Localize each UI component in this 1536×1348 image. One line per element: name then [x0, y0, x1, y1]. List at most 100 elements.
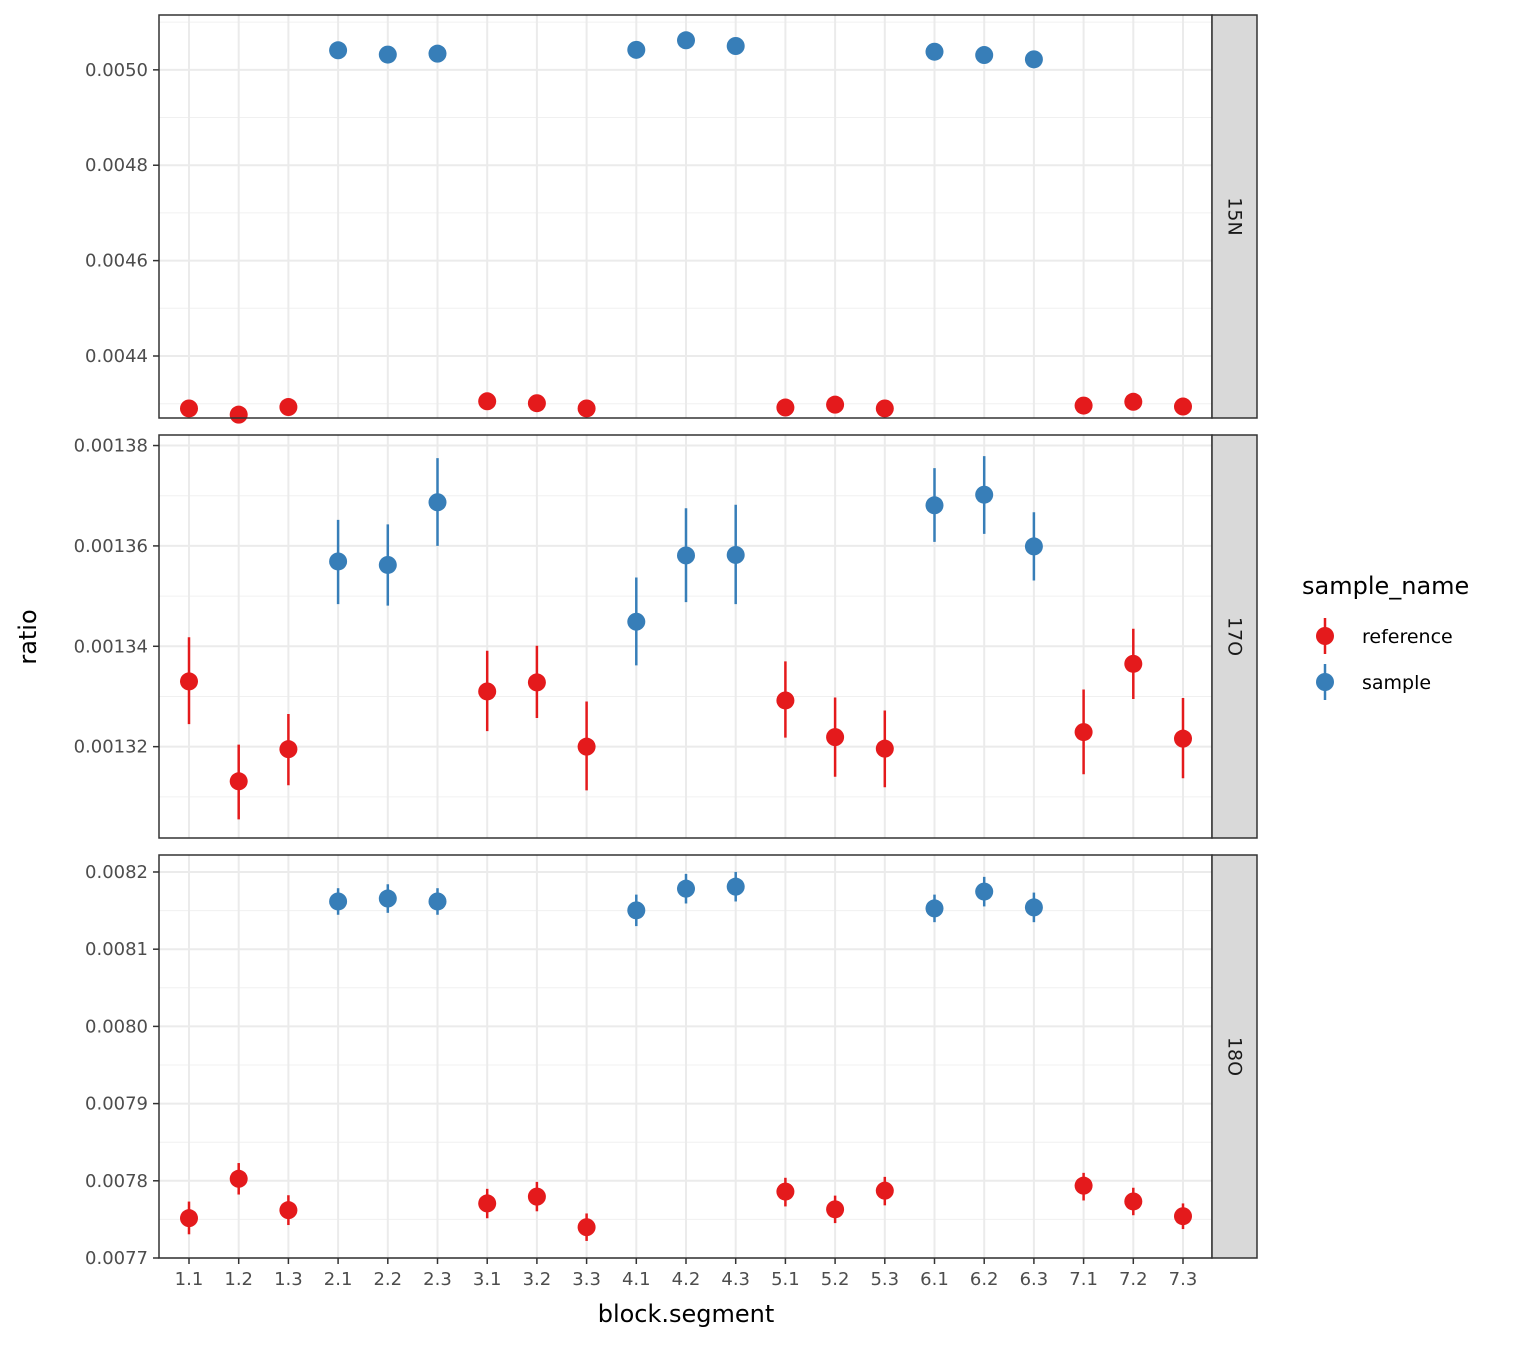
data-point	[776, 691, 795, 710]
x-tick-label: 4.1	[622, 1269, 651, 1290]
x-tick-label: 6.3	[1020, 1269, 1049, 1290]
data-point	[527, 1187, 546, 1206]
x-tick-label: 3.1	[473, 1269, 502, 1290]
data-point	[975, 46, 994, 65]
data-point	[1024, 537, 1043, 556]
data-point	[279, 740, 298, 759]
facet-panel-15N: 0.0044 0.0046 0.0048 0.0050 15N	[85, 14, 1258, 424]
legend-key-point	[1316, 627, 1334, 645]
data-point	[279, 398, 298, 417]
data-point	[627, 612, 646, 631]
data-point	[1124, 654, 1143, 673]
data-point	[925, 496, 944, 515]
x-tick-label: 4.2	[672, 1269, 701, 1290]
data-point	[329, 41, 348, 60]
x-tick-label: 4.3	[721, 1269, 750, 1290]
data-point	[1074, 723, 1093, 742]
data-point	[925, 899, 944, 918]
data-point	[776, 1182, 795, 1201]
data-point	[776, 398, 795, 417]
data-point	[875, 1181, 894, 1200]
data-point	[1174, 1207, 1192, 1226]
legend-title: sample_name	[1302, 572, 1469, 600]
data-point	[229, 1169, 248, 1188]
y-tick-label: 0.0050	[85, 60, 148, 81]
facet-strip	[1211, 854, 1258, 1259]
x-tick-label: 1.2	[224, 1269, 253, 1290]
legend-label-sample: sample	[1362, 672, 1431, 694]
data-point	[180, 672, 198, 691]
data-point	[279, 1201, 298, 1220]
facet-strip-label: 18O	[1224, 1037, 1246, 1076]
data-point	[1124, 1192, 1143, 1211]
y-tick-label: 0.00136	[74, 536, 148, 557]
y-tick-label: 0.0046	[85, 251, 148, 272]
data-point	[329, 892, 348, 911]
x-axis-title: block.segment	[598, 1300, 775, 1328]
legend-key-point	[1316, 673, 1334, 691]
data-point	[1074, 1176, 1093, 1195]
data-point	[428, 44, 447, 63]
y-tick-label: 0.0079	[85, 1094, 148, 1115]
data-point	[577, 1218, 596, 1237]
x-tick-label: 1.3	[274, 1269, 303, 1290]
x-tick-label: 5.2	[821, 1269, 850, 1290]
data-point	[975, 485, 994, 504]
data-point	[975, 882, 994, 901]
data-point	[1124, 392, 1143, 411]
data-point	[726, 877, 745, 896]
data-point	[428, 493, 447, 512]
x-tick-label: 2.1	[324, 1269, 353, 1290]
data-point	[378, 45, 397, 64]
data-point	[229, 405, 248, 424]
data-point	[478, 1194, 497, 1213]
data-point	[180, 1209, 198, 1228]
y-tick-label: 0.0080	[85, 1016, 148, 1037]
y-tick-label: 0.0082	[85, 862, 148, 883]
data-point	[1174, 729, 1192, 748]
data-point	[180, 399, 198, 418]
data-point	[875, 399, 894, 418]
data-point	[478, 682, 497, 701]
y-tick-label: 0.0048	[85, 155, 148, 176]
data-point	[329, 552, 348, 571]
x-tick-label: 6.2	[970, 1269, 999, 1290]
data-point	[378, 555, 397, 574]
facet-strip	[1211, 434, 1258, 839]
data-point	[677, 31, 695, 50]
x-tick-label: 6.1	[920, 1269, 949, 1290]
data-point	[527, 394, 546, 413]
y-tick-label: 0.0077	[85, 1248, 148, 1269]
data-point	[677, 546, 695, 565]
facet-panel-18O: 0.0077 0.0078 0.0079 0.0080 0.0081 0.0082 18O	[85, 854, 1258, 1269]
x-tick-label: 7.2	[1119, 1269, 1148, 1290]
y-tick-label: 0.0078	[85, 1171, 148, 1192]
data-point	[875, 739, 894, 758]
x-tick-label: 7.1	[1069, 1269, 1098, 1290]
data-point	[428, 892, 447, 911]
data-point	[478, 392, 497, 411]
y-tick-label: 0.0044	[85, 346, 148, 367]
x-tick-label: 2.2	[373, 1269, 402, 1290]
data-point	[378, 889, 397, 908]
facet-strip-label: 15N	[1224, 197, 1246, 235]
y-tick-label: 0.00134	[74, 636, 148, 657]
data-point	[577, 399, 596, 418]
data-point	[1024, 898, 1043, 917]
x-tick-label: 3.3	[572, 1269, 601, 1290]
y-tick-label: 0.00132	[74, 737, 148, 758]
data-point	[1074, 396, 1093, 415]
x-tick-label: 2.3	[423, 1269, 452, 1290]
x-tick-label: 5.1	[771, 1269, 800, 1290]
facet-strip-label: 17O	[1224, 617, 1246, 656]
legend-label-reference: reference	[1362, 626, 1453, 648]
x-tick-label: 3.2	[523, 1269, 552, 1290]
data-point	[627, 40, 646, 59]
data-point	[1024, 50, 1043, 69]
y-axis-title: ratio	[14, 609, 42, 664]
facet-strip	[1211, 14, 1258, 419]
data-point	[726, 545, 745, 564]
facet-panel-17O: 0.00132 0.00134 0.00136 0.00138 17O	[74, 434, 1258, 839]
data-point	[677, 879, 695, 898]
